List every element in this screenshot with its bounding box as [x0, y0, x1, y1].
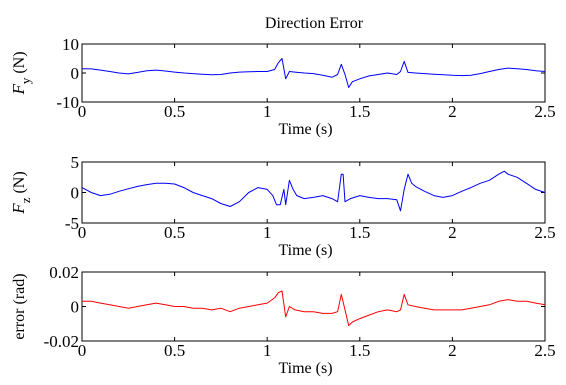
y-tick-label: 0: [71, 184, 80, 203]
y-tick-label: -0.02: [44, 332, 79, 351]
y-tick-label: 0: [71, 298, 80, 317]
y-axis-label: Fz (N): [9, 171, 33, 214]
axes-box: [81, 271, 546, 342]
series-line: [82, 290, 546, 326]
x-tick-label: 2: [448, 102, 457, 121]
chart-title: Direction Error: [265, 15, 364, 32]
x-tick-label: 0: [78, 102, 87, 121]
y-tick-label: 0: [71, 64, 80, 83]
x-tick-label: 1: [263, 223, 272, 242]
x-tick-label: 0: [78, 341, 87, 360]
axes-box: [81, 43, 546, 103]
x-tick-label: 1.5: [349, 223, 370, 242]
x-tick-label: 0.5: [164, 223, 185, 242]
y-axis-label: Fy (N): [9, 51, 33, 95]
x-tick-label: 2.5: [534, 102, 555, 121]
x-tick-label: 1: [263, 341, 272, 360]
x-tick-label: 0.5: [164, 102, 185, 121]
x-tick-label: 2.5: [534, 223, 555, 242]
x-tick-label: 1.5: [349, 102, 370, 121]
x-axis-label: Time (s): [278, 360, 332, 377]
x-tick-label: 2: [448, 341, 457, 360]
y-tick-label: -10: [56, 93, 79, 112]
series-line: [81, 58, 546, 88]
series-line: [81, 170, 546, 212]
y-axis-label: error (rad): [11, 273, 28, 339]
x-tick-label: 0.5: [164, 341, 185, 360]
x-tick-label: 1: [263, 102, 272, 121]
y-tick-label: 10: [62, 35, 79, 54]
x-tick-label: 2.5: [534, 341, 555, 360]
x-axis-label: Time (s): [278, 121, 332, 138]
axes-box: [81, 161, 546, 224]
y-tick-label: 0.02: [49, 263, 79, 282]
x-tick-label: 2: [448, 223, 457, 242]
y-tick-label: 5: [71, 153, 80, 172]
x-axis-label: Time (s): [278, 242, 332, 259]
y-tick-label: -5: [65, 214, 79, 233]
x-tick-label: 0: [78, 223, 87, 242]
x-tick-label: 1.5: [349, 341, 370, 360]
